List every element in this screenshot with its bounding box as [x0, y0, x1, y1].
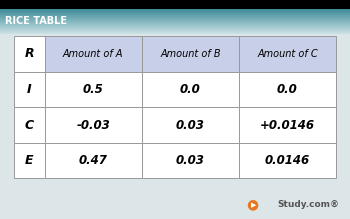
FancyBboxPatch shape: [0, 9, 350, 10]
FancyBboxPatch shape: [0, 25, 350, 26]
Text: 0.03: 0.03: [176, 154, 205, 167]
FancyBboxPatch shape: [0, 32, 350, 33]
FancyBboxPatch shape: [0, 17, 350, 18]
FancyBboxPatch shape: [0, 9, 350, 10]
FancyBboxPatch shape: [0, 18, 350, 19]
FancyBboxPatch shape: [0, 33, 350, 34]
FancyBboxPatch shape: [0, 17, 350, 18]
FancyBboxPatch shape: [0, 19, 350, 20]
FancyBboxPatch shape: [0, 15, 350, 16]
FancyBboxPatch shape: [0, 13, 350, 14]
Text: C: C: [25, 119, 34, 132]
FancyBboxPatch shape: [0, 31, 350, 32]
FancyBboxPatch shape: [0, 23, 350, 24]
FancyBboxPatch shape: [0, 10, 350, 11]
FancyBboxPatch shape: [45, 143, 142, 178]
Text: Amount of B: Amount of B: [160, 49, 220, 59]
FancyBboxPatch shape: [0, 23, 350, 24]
Text: 0.03: 0.03: [176, 119, 205, 132]
FancyBboxPatch shape: [0, 14, 350, 15]
FancyBboxPatch shape: [239, 36, 336, 72]
FancyBboxPatch shape: [0, 15, 350, 16]
Text: R: R: [25, 48, 34, 60]
FancyBboxPatch shape: [0, 30, 350, 31]
FancyBboxPatch shape: [0, 16, 350, 17]
FancyBboxPatch shape: [0, 8, 350, 9]
FancyBboxPatch shape: [142, 36, 239, 72]
FancyBboxPatch shape: [0, 31, 350, 32]
FancyBboxPatch shape: [0, 26, 350, 27]
Text: I: I: [27, 83, 32, 96]
FancyBboxPatch shape: [0, 21, 350, 22]
FancyBboxPatch shape: [0, 30, 350, 31]
FancyBboxPatch shape: [0, 12, 350, 13]
FancyBboxPatch shape: [239, 143, 336, 178]
FancyBboxPatch shape: [0, 24, 350, 25]
Text: ▶: ▶: [251, 202, 257, 208]
FancyBboxPatch shape: [0, 33, 350, 34]
Text: ●: ●: [246, 198, 258, 212]
Text: Study.com®: Study.com®: [278, 200, 340, 209]
FancyBboxPatch shape: [14, 72, 45, 107]
FancyBboxPatch shape: [0, 11, 350, 12]
FancyBboxPatch shape: [0, 20, 350, 21]
FancyBboxPatch shape: [0, 16, 350, 17]
FancyBboxPatch shape: [142, 107, 239, 143]
FancyBboxPatch shape: [0, 0, 350, 9]
FancyBboxPatch shape: [0, 27, 350, 28]
FancyBboxPatch shape: [14, 36, 45, 72]
Text: RICE TABLE: RICE TABLE: [5, 16, 67, 26]
FancyBboxPatch shape: [0, 26, 350, 27]
FancyBboxPatch shape: [0, 28, 350, 29]
FancyBboxPatch shape: [45, 107, 142, 143]
FancyBboxPatch shape: [0, 13, 350, 14]
FancyBboxPatch shape: [0, 22, 350, 23]
FancyBboxPatch shape: [0, 14, 350, 15]
FancyBboxPatch shape: [0, 29, 350, 30]
Text: +0.0146: +0.0146: [260, 119, 315, 132]
Text: 0.0: 0.0: [277, 83, 298, 96]
FancyBboxPatch shape: [0, 28, 350, 29]
Text: E: E: [25, 154, 34, 167]
FancyBboxPatch shape: [142, 143, 239, 178]
FancyBboxPatch shape: [0, 12, 350, 13]
FancyBboxPatch shape: [45, 72, 142, 107]
Text: 0.0146: 0.0146: [265, 154, 310, 167]
FancyBboxPatch shape: [0, 24, 350, 25]
FancyBboxPatch shape: [0, 19, 350, 20]
FancyBboxPatch shape: [239, 107, 336, 143]
FancyBboxPatch shape: [0, 18, 350, 19]
Text: -0.03: -0.03: [76, 119, 110, 132]
FancyBboxPatch shape: [0, 32, 350, 33]
Text: 0.5: 0.5: [83, 83, 104, 96]
FancyBboxPatch shape: [0, 22, 350, 23]
FancyBboxPatch shape: [0, 10, 350, 11]
FancyBboxPatch shape: [0, 11, 350, 12]
FancyBboxPatch shape: [0, 29, 350, 30]
Text: 0.47: 0.47: [79, 154, 108, 167]
FancyBboxPatch shape: [0, 25, 350, 26]
Text: Amount of A: Amount of A: [63, 49, 124, 59]
Text: Amount of C: Amount of C: [257, 49, 318, 59]
FancyBboxPatch shape: [239, 72, 336, 107]
FancyBboxPatch shape: [14, 143, 45, 178]
FancyBboxPatch shape: [14, 107, 45, 143]
FancyBboxPatch shape: [0, 21, 350, 22]
FancyBboxPatch shape: [45, 36, 142, 72]
FancyBboxPatch shape: [0, 31, 350, 32]
FancyBboxPatch shape: [0, 27, 350, 28]
FancyBboxPatch shape: [142, 72, 239, 107]
Text: 0.0: 0.0: [180, 83, 201, 96]
FancyBboxPatch shape: [0, 20, 350, 21]
